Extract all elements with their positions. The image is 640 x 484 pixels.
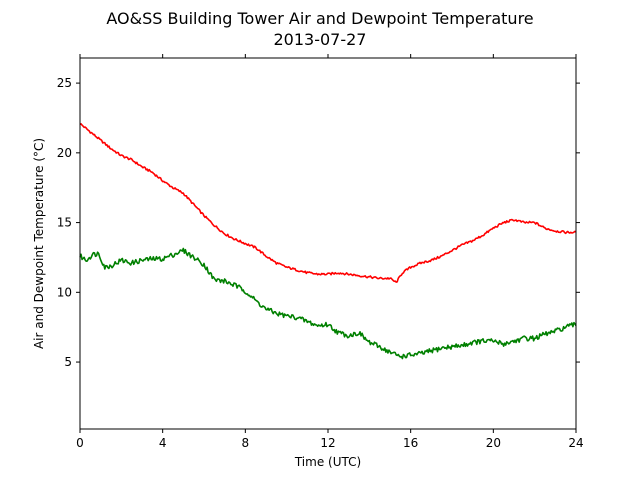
chart-subtitle: 2013-07-27 <box>274 30 367 49</box>
x-tick-label: 4 <box>159 436 167 450</box>
x-tick-label: 12 <box>320 436 335 450</box>
x-tick-label: 8 <box>242 436 250 450</box>
series-line-0 <box>79 123 577 283</box>
y-tick-label: 10 <box>57 285 72 299</box>
series-layer <box>79 123 577 360</box>
y-axis-label: Air and Dewpoint Temperature (°C) <box>32 138 46 349</box>
y-tick-label: 20 <box>57 146 72 160</box>
x-axis-label: Time (UTC) <box>294 455 361 469</box>
x-tick-label: 20 <box>486 436 501 450</box>
x-tick-label: 0 <box>76 436 84 450</box>
x-tick-label: 24 <box>568 436 583 450</box>
chart-title: AO&SS Building Tower Air and Dewpoint Te… <box>106 9 533 28</box>
y-tick-label: 15 <box>57 216 72 230</box>
y-tick-label: 25 <box>57 76 72 90</box>
x-tick-label: 16 <box>403 436 418 450</box>
x-axis: 0 4 8 12 16 20 24 <box>76 54 584 450</box>
series-line-1 <box>79 247 577 360</box>
y-axis: 5 10 15 20 25 <box>57 76 580 369</box>
y-tick-label: 5 <box>64 355 72 369</box>
